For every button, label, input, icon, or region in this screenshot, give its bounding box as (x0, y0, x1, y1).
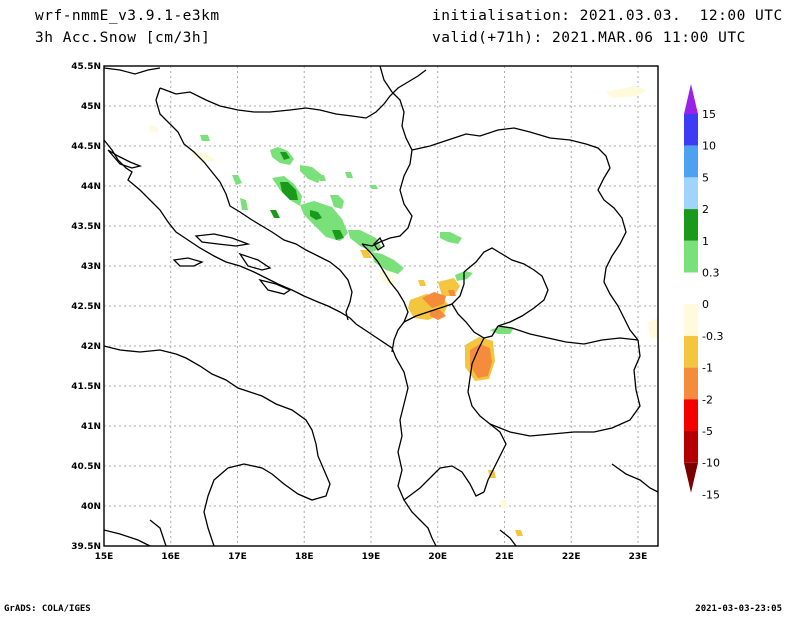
lat-tick-label: 43.5N (71, 222, 101, 232)
colorbar-segment (684, 367, 698, 400)
colorbar-segment (684, 177, 698, 210)
lat-tick-label: 44.5N (71, 142, 101, 152)
colorbar-label: -5 (702, 425, 713, 438)
colorbar-label: -10 (702, 457, 720, 470)
lon-tick-label: 22E (562, 552, 581, 562)
lat-tick-labels: 45.5N 45N 44.5N 44N 43.5N 43N 42.5N 42N 41.5N 41N… (71, 62, 101, 552)
variable-title: 3h Acc.Snow [cm/3h] (35, 30, 211, 46)
lat-tick-label: 40.5N (71, 462, 101, 472)
colorbar-label: 5 (702, 171, 709, 184)
colorbar-top-arrow (684, 84, 698, 114)
lat-tick-label: 45N (81, 102, 101, 112)
colorbar-segment (684, 399, 698, 431)
lat-tick-label: 41.5N (71, 382, 101, 392)
lon-tick-label: 21E (495, 552, 514, 562)
lon-tick-label: 16E (161, 552, 180, 562)
lat-tick-label: 40N (81, 502, 101, 512)
lat-tick-label: 42.5N (71, 302, 101, 312)
lat-tick-label: 39.5N (71, 542, 101, 552)
model-title: wrf-nmmE_v3.9.1-e3km (35, 8, 220, 24)
colorbar: 15 10 5 2 1 0.3 0 -0.3 -1 -2 -5 -10 -15 (684, 84, 723, 501)
colorbar-label: 10 (702, 140, 716, 153)
colorbar-label: 2 (702, 203, 709, 216)
lon-tick-labels: 15E 16E 17E 18E 19E 20E 21E 22E 23E (95, 552, 648, 562)
lat-tick-label: 42N (81, 342, 101, 352)
colorbar-label: 15 (702, 108, 716, 121)
lon-tick-label: 20E (428, 552, 447, 562)
lat-tick-label: 41N (81, 422, 101, 432)
lon-tick-label: 19E (362, 552, 381, 562)
lon-tick-label: 17E (228, 552, 247, 562)
colorbar-segment (684, 209, 698, 241)
timestamp-footer: 2021-03-03-23:05 (695, 604, 782, 614)
lat-tick-label: 43N (81, 262, 101, 272)
colorbar-label: -15 (702, 488, 720, 501)
colorbar-label: 1 (702, 235, 709, 248)
lon-tick-label: 18E (295, 552, 314, 562)
colorbar-segment (684, 335, 698, 368)
coastlines-borders (103, 65, 659, 547)
colorbar-segment (684, 145, 698, 178)
map-panel: 15E 16E 17E 18E 19E 20E 21E 22E 23E 45.5N 45N 44.5… (71, 62, 659, 562)
colorbar-segment (684, 114, 698, 146)
colorbar-segment (684, 431, 698, 463)
graticule (104, 66, 658, 546)
lat-tick-label: 45.5N (71, 62, 101, 72)
colorbar-segment (684, 304, 698, 336)
colorbar-segment (684, 272, 698, 305)
valid-time: valid(+71h): 2021.MAR.06 11:00 UTC (432, 30, 746, 46)
lon-tick-label: 15E (95, 552, 114, 562)
colorbar-bottom-arrow (684, 462, 698, 493)
colorbar-label: 0.3 (702, 267, 720, 280)
init-time: initialisation: 2021.03.03. 12:00 UTC (432, 8, 783, 24)
colorbar-label: -1 (702, 362, 713, 375)
lat-tick-label: 44N (81, 182, 101, 192)
lon-tick-label: 23E (629, 552, 648, 562)
snow-shading (150, 86, 658, 536)
colorbar-label: -2 (702, 393, 713, 406)
colorbar-label: 0 (702, 298, 709, 311)
colorbar-label: -0.3 (702, 330, 723, 343)
colorbar-segment (684, 240, 698, 273)
credit-footer: GrADS: COLA/IGES (4, 604, 91, 614)
